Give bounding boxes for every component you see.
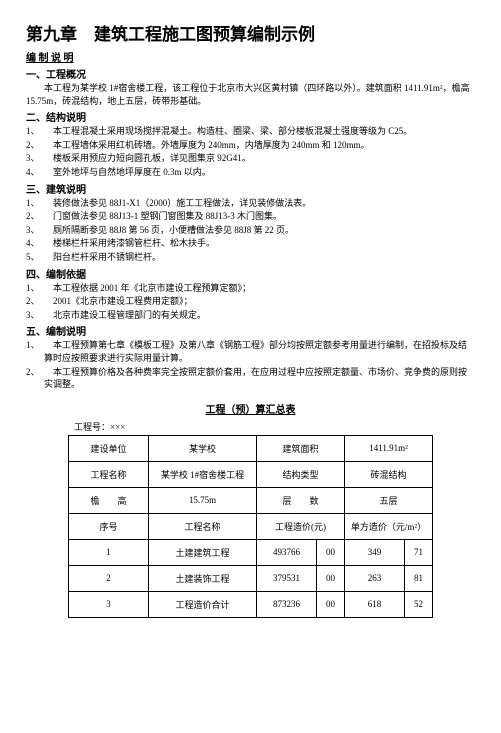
cell-struct-value: 砖混结构 [345,461,433,487]
table-header-row: 序号 工程名称 工程造价(元) 单方造价（元/m²） [69,513,433,539]
cell-area-value: 1411.91m² [345,435,433,461]
col-header-name: 工程名称 [149,513,257,539]
cell-name: 土建建筑工程 [149,539,257,565]
summary-table: 建设单位 某学校 建筑面积 1411.91m² 工程名称 某学校 1#宿舍楼工程… [68,435,433,618]
project-number: 工程号：××× [74,420,475,433]
arch-heading: 三、建筑说明 [26,181,475,196]
struct-list: 1、本工程混凝土采用现场搅拌混凝土。构造柱、圈梁、梁、部分楼板混凝土强度等级为 … [26,125,475,178]
list-item: 3、厕所隔断参见 88J8 第 56 页，小便槽做法参见 88J8 第 22 页… [26,224,475,237]
col-header-no: 序号 [69,513,149,539]
cell-struct-label: 结构类型 [257,461,345,487]
list-item: 2、本工程墙体采用红机砖墙。外墙厚度为 240mm，内墙厚度为 240mm 和 … [26,139,475,152]
cell-cost-int: 873236 [257,591,317,617]
table-row: 建设单位 某学校 建筑面积 1411.91m² [69,435,433,461]
cell-up-dec: 52 [405,591,433,617]
cell-floor-label: 层 数 [257,487,345,513]
cell-unit-label: 建设单位 [69,435,149,461]
col-header-cost: 工程造价(元) [257,513,345,539]
cell-cost-int: 379531 [257,565,317,591]
cell-no: 1 [69,539,149,565]
list-item: 4、室外地坪与自然地坪厚度在 0.3m 以内。 [26,166,475,179]
cell-cost-int: 493766 [257,539,317,565]
cell-up-int: 349 [345,539,405,565]
struct-heading: 二、结构说明 [26,109,475,124]
explain-list: 1、本工程预算第七章《模板工程》及第八章《钢筋工程》部分均按照定额参考用量进行编… [26,339,475,390]
col-header-unit-price: 单方造价（元/m²） [345,513,433,539]
cell-floor-value: 五层 [345,487,433,513]
list-item: 2、2001《北京市建设工程费用定额》； [26,295,475,308]
table-row: 1 土建建筑工程 493766 00 349 71 [69,539,433,565]
preparation-heading: 编 制 说 明 [26,49,475,64]
cell-up-dec: 71 [405,539,433,565]
list-item: 1、本工程混凝土采用现场搅拌混凝土。构造柱、圈梁、梁、部分楼板混凝土强度等级为 … [26,125,475,138]
table-row: 工程名称 某学校 1#宿舍楼工程 结构类型 砖混结构 [69,461,433,487]
list-item: 5、阳台栏杆采用不锈钢栏杆。 [26,251,475,264]
cell-name-label: 工程名称 [69,461,149,487]
cell-height-value: 15.75m [149,487,257,513]
cell-cost-dec: 00 [317,565,345,591]
cell-up-int: 263 [345,565,405,591]
table-row: 3 工程造价合计 873236 00 618 52 [69,591,433,617]
cell-up-dec: 81 [405,565,433,591]
cell-name: 工程造价合计 [149,591,257,617]
cell-no: 3 [69,591,149,617]
table-row: 2 土建装饰工程 379531 00 263 81 [69,565,433,591]
list-item: 1、装修做法参见 88J1-X1（2000）施工工程做法，详见装修做法表。 [26,197,475,210]
list-item: 3、楼板采用预应力短向圆孔板，详见图集京 92G41。 [26,152,475,165]
table-row: 檐 高 15.75m 层 数 五层 [69,487,433,513]
list-item: 2、本工程预算价格及各种费率完全按照定额价套用，在应用过程中应按照定额量、市场价… [26,366,475,391]
cell-cost-dec: 00 [317,591,345,617]
list-item: 1、本工程依据 2001 年《北京市建设工程预算定额》； [26,282,475,295]
list-item: 2、门窗做法参见 88J13-1 塑钢门窗图集及 88J13-3 木门图集。 [26,210,475,223]
cell-name: 土建装饰工程 [149,565,257,591]
cell-area-label: 建筑面积 [257,435,345,461]
overview-heading: 一、工程概况 [26,66,475,81]
list-item: 4、楼梯栏杆采用烤漆钢管栏杆、松木扶手。 [26,237,475,250]
overview-body: 本工程为某学校 1#宿舍楼工程，该工程位于北京市大兴区黄村镇（四环路以外）。建筑… [26,82,475,107]
cell-up-int: 618 [345,591,405,617]
basis-heading: 四、编制依据 [26,266,475,281]
arch-list: 1、装修做法参见 88J1-X1（2000）施工工程做法，详见装修做法表。 2、… [26,197,475,264]
list-item: 3、北京市建设工程管理部门的有关规定。 [26,309,475,322]
cell-no: 2 [69,565,149,591]
cell-cost-dec: 00 [317,539,345,565]
cell-name-value: 某学校 1#宿舍楼工程 [149,461,257,487]
list-item: 1、本工程预算第七章《模板工程》及第八章《钢筋工程》部分均按照定额参考用量进行编… [26,339,475,364]
basis-list: 1、本工程依据 2001 年《北京市建设工程预算定额》； 2、2001《北京市建… [26,282,475,322]
explain-heading: 五、编制说明 [26,323,475,338]
cell-height-label: 檐 高 [69,487,149,513]
chapter-title: 第九章 建筑工程施工图预算编制示例 [26,20,475,45]
table-heading: 工程（预）算汇总表 [26,401,475,416]
cell-unit-value: 某学校 [149,435,257,461]
